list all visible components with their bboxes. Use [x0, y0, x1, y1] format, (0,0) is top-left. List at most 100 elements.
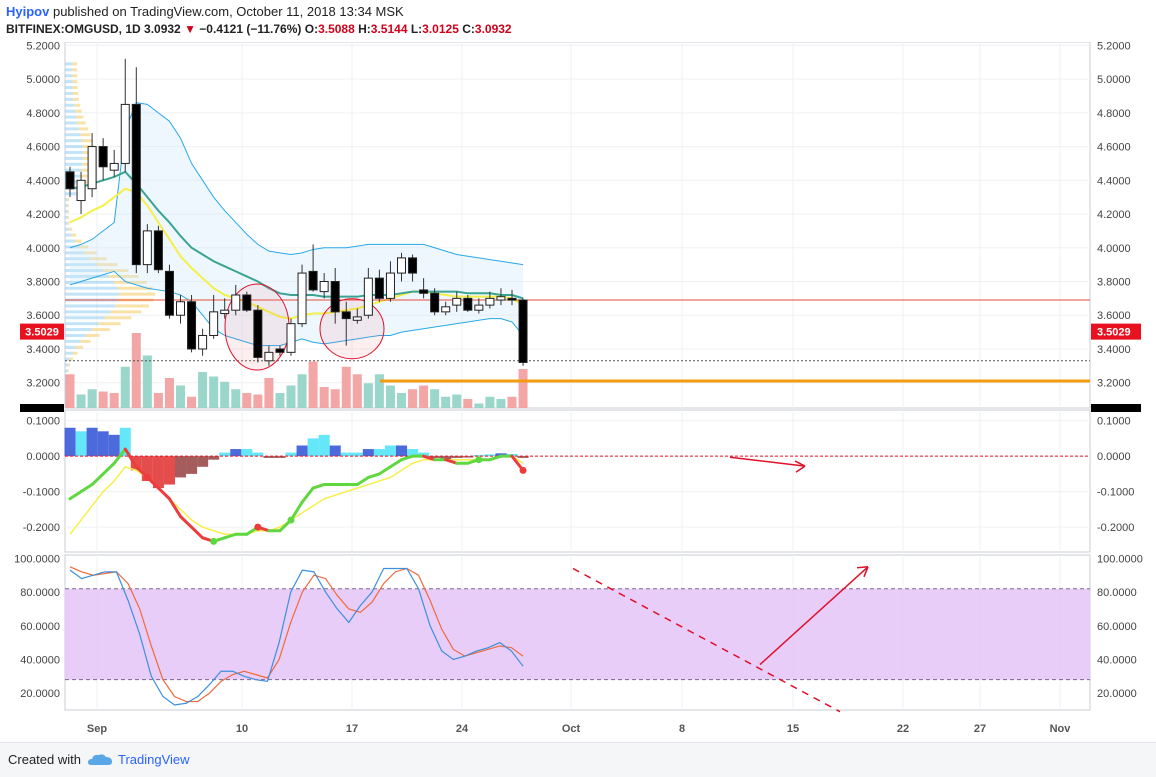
macd-histogram-bar: [285, 452, 297, 457]
author-link[interactable]: Hyipov: [6, 4, 50, 19]
candle-body: [297, 272, 307, 325]
candle-body: [363, 277, 373, 316]
macd-histogram-bar: [429, 456, 441, 458]
candle-body: [374, 277, 384, 299]
volume-profile-bar: [109, 274, 139, 278]
macd-histogram-bar: [230, 449, 242, 457]
volume-profile-bar: [104, 316, 132, 320]
macd-histogram-bar: [130, 456, 142, 471]
volume-profile-bar: [65, 121, 78, 125]
rsi-trend-line: [572, 567, 841, 713]
volume-bar: [330, 389, 340, 408]
macd-histogram-bar: [252, 452, 264, 457]
volume-profile-bar: [65, 310, 111, 314]
candle-body: [463, 297, 473, 311]
volume-bar: [131, 333, 141, 408]
candle-body: [441, 306, 451, 313]
volume-profile-bar: [65, 127, 79, 131]
macd-histogram-bar: [373, 449, 385, 457]
macd-y-tick-right: 0.1000: [1097, 416, 1131, 428]
volume-profile-bar: [74, 239, 82, 243]
volume-bar: [474, 403, 484, 408]
volume-bar: [76, 394, 86, 408]
volume-profile-bar: [65, 145, 83, 149]
candle-body: [264, 351, 274, 362]
volume-profile-bar: [65, 292, 119, 296]
macd-line-segment: [388, 458, 403, 469]
candle-body: [341, 311, 351, 320]
rsi-k-line: [69, 567, 524, 706]
volume-bar: [319, 387, 329, 408]
volume-profile-bar: [98, 322, 121, 326]
close-value: 3.0932: [474, 22, 512, 36]
volume-profile-bar: [74, 109, 82, 113]
rsi-y-tick-left: 80.0000: [20, 587, 60, 599]
macd-histogram-bar: [163, 456, 175, 485]
volume-bar: [98, 391, 108, 408]
price-y-tick-right: 4.8000: [1097, 108, 1131, 120]
volume-bar: [142, 355, 152, 408]
macd-y-tick-left: 0.0000: [26, 451, 60, 463]
volume-bar: [430, 389, 440, 408]
macd-line-segment: [366, 472, 381, 479]
macd-line-segment: [311, 483, 326, 490]
macd-histogram-bar: [108, 434, 120, 457]
volume-bar: [308, 361, 318, 408]
panel-macd-frame: [64, 409, 1091, 553]
volume-bar: [209, 376, 219, 408]
rsi-d-line: [69, 566, 524, 703]
volume-profile-bar: [76, 115, 84, 119]
volume-profile-bar: [65, 150, 83, 154]
rsi-arrow-head-icon: [856, 566, 869, 578]
volume-profile-bar: [72, 86, 78, 90]
volume-profile-bar: [65, 204, 68, 208]
volume-profile-bar: [65, 322, 99, 326]
volume-profile-bar: [81, 139, 93, 143]
macd-line-segment: [68, 490, 83, 501]
volume-profile-bar: [71, 233, 77, 237]
volume-profile-bar: [103, 269, 129, 273]
macd-histogram-bar: [197, 456, 209, 467]
volume-profile-bar: [65, 257, 90, 261]
volume-profile-bar: [65, 210, 68, 214]
macd-line-segment: [422, 454, 437, 462]
close-price-tag-right: [1091, 404, 1141, 412]
price-y-tick-left: 3.4000: [26, 344, 60, 356]
rsi-band: [65, 588, 1090, 680]
change-arrow-icon: ▼: [184, 22, 196, 36]
x-tick-label: 10: [236, 723, 248, 735]
volume-profile-bar: [65, 139, 82, 143]
candle-body: [308, 270, 318, 291]
candle-body: [496, 296, 506, 301]
volume-profile-bar: [72, 91, 79, 95]
tradingview-brand[interactable]: TradingView: [118, 752, 190, 767]
volume-profile-bar: [65, 369, 68, 373]
volume-bar: [363, 383, 373, 408]
candle-body: [286, 323, 296, 353]
volume-profile-bar: [65, 251, 85, 255]
macd-histogram-bar: [97, 431, 109, 457]
volume-bar: [397, 393, 406, 408]
rsi-y-tick-right: 40.0000: [1097, 654, 1137, 666]
last-price-tag-left: [20, 323, 64, 340]
candle-body: [430, 292, 440, 313]
volume-bar: [198, 372, 208, 408]
macd-y-tick-right: 0.0000: [1097, 451, 1131, 463]
macd-line-segment: [156, 486, 171, 501]
x-tick-label: Sep: [87, 723, 107, 735]
ma-yellow-line: [69, 187, 524, 320]
volume-profile-bar: [72, 74, 78, 78]
volume-bar: [87, 389, 97, 408]
chart-canvas[interactable]: Sep 10 17 24 Oct 8 15 22 27 Nov 5.2000 5.2000 5.0000…: [0, 42, 1156, 742]
macd-y-tick-left: -0.2000: [23, 522, 60, 534]
macd-cross-dot: [519, 466, 527, 474]
last-price-tag-right: [1091, 323, 1141, 340]
high-value: 3.5144: [370, 22, 408, 36]
volume-bar: [164, 378, 174, 408]
macd-histogram-bar: [362, 449, 374, 457]
candle-body: [87, 146, 97, 190]
volume-profile-bar: [65, 115, 77, 119]
price-y-tick-left: 3.8000: [26, 277, 60, 289]
volume-bar: [485, 396, 495, 408]
macd-histogram-bar: [418, 452, 430, 457]
